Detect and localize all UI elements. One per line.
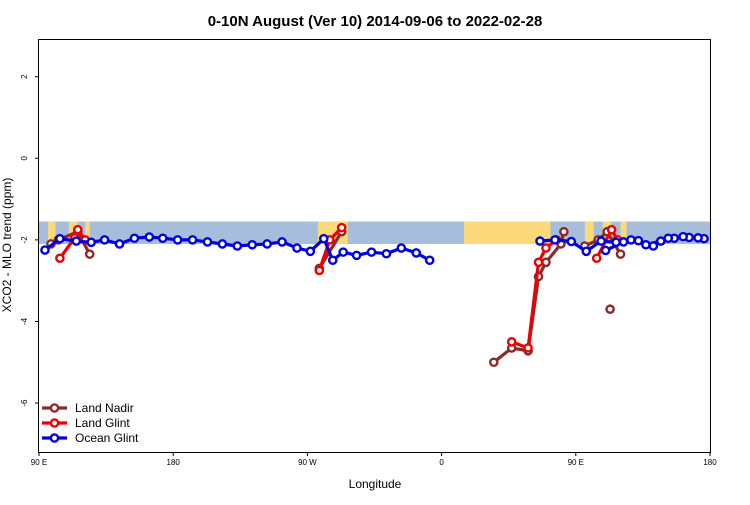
legend-label-land-glint: Land Glint xyxy=(75,416,130,430)
land-glint-point xyxy=(314,265,325,276)
x-tick-label: 90 E xyxy=(31,458,47,467)
land-nadir-point xyxy=(488,357,499,368)
series-layer xyxy=(40,222,709,368)
y-tick-label: 2 xyxy=(20,74,29,79)
x-tick-label: 0 xyxy=(439,458,444,467)
land-glint-point xyxy=(591,253,602,264)
ocean-glint-point xyxy=(648,241,659,251)
land-nadir-point xyxy=(559,226,569,237)
land-glint-point xyxy=(336,222,347,233)
map-land-sumatra-repeat xyxy=(584,221,594,244)
legend-label-land-nadir: Land Nadir xyxy=(75,401,134,415)
ocean-glint-point xyxy=(292,243,302,253)
legend-marker-land-glint xyxy=(49,418,60,428)
ocean-glint-point xyxy=(663,233,674,244)
series-land-nadir xyxy=(46,226,626,368)
map-land-africa xyxy=(463,221,551,244)
legend-label-ocean-glint: Ocean Glint xyxy=(75,431,139,445)
land-nadir-point xyxy=(541,257,551,268)
plot-frame xyxy=(38,39,711,453)
ocean-glint-point xyxy=(366,247,377,257)
land-glint-point xyxy=(533,257,544,268)
ocean-glint-point xyxy=(305,246,316,257)
ocean-glint-point xyxy=(40,245,50,255)
y-axis-label: XCO2 - MLO trend (ppm) xyxy=(0,178,14,313)
ocean-glint-point xyxy=(327,255,338,266)
land-glint-point xyxy=(541,243,551,253)
ocean-glint-point xyxy=(319,233,329,244)
map-land-sumatra xyxy=(47,221,56,244)
ocean-glint-point xyxy=(655,236,666,246)
ocean-glint-point xyxy=(262,239,272,249)
legend-marker-ocean-glint xyxy=(49,433,60,443)
ocean-glint-point xyxy=(129,233,140,244)
x-tick-label: 180 xyxy=(703,458,717,467)
ocean-glint-point xyxy=(187,235,198,245)
ocean-glint-point xyxy=(678,231,688,242)
ocean-glint-line xyxy=(44,235,431,262)
axis-layer: 90 E 180 90 W 0 90 E 180 -6 -4 -2 0 2 xyxy=(20,74,717,467)
ocean-glint-point xyxy=(338,247,348,257)
ocean-glint-point xyxy=(114,239,125,249)
ocean-glint-point xyxy=(144,232,155,242)
ocean-glint-point xyxy=(566,236,577,247)
ocean-glint-point xyxy=(411,248,422,258)
ocean-glint-point xyxy=(693,233,703,243)
legend-marker-land-nadir xyxy=(49,403,60,413)
land-glint-point xyxy=(523,343,533,353)
series-ocean-glint xyxy=(40,231,709,266)
x-tick-label: 180 xyxy=(167,458,181,467)
ocean-glint-point xyxy=(172,235,183,245)
ocean-glint-point xyxy=(596,236,606,246)
x-tick-label: 90 E xyxy=(568,458,584,467)
ocean-glint-point xyxy=(535,236,545,246)
ocean-glint-point xyxy=(99,235,110,245)
ocean-glint-point xyxy=(396,243,407,253)
y-tick-label: 0 xyxy=(20,156,29,161)
x-tick-label: 90 W xyxy=(298,458,317,467)
ocean-glint-point xyxy=(86,237,96,248)
land-nadir-point xyxy=(615,249,626,259)
ocean-glint-point xyxy=(611,237,621,248)
ocean-glint-point xyxy=(600,245,611,256)
ocean-glint-point xyxy=(581,246,592,257)
land-nadir-point xyxy=(84,249,95,259)
land-glint-point xyxy=(72,224,83,235)
ocean-glint-point xyxy=(618,237,629,247)
ocean-glint-point xyxy=(351,250,362,261)
ocean-glint-point xyxy=(633,235,644,246)
y-tick-label: -4 xyxy=(20,317,29,325)
x-axis-label: Longitude xyxy=(349,477,402,491)
ocean-glint-point xyxy=(626,235,636,245)
land-glint-point xyxy=(506,337,517,347)
ocean-glint-point xyxy=(217,239,228,249)
land-glint-point xyxy=(55,253,65,264)
ocean-glint-point xyxy=(71,236,82,246)
ocean-glint-point xyxy=(641,239,651,250)
ocean-glint-point xyxy=(232,241,243,251)
ocean-glint-point xyxy=(247,239,258,250)
land-glint-point xyxy=(606,224,617,235)
ocean-glint-point xyxy=(202,237,213,247)
ocean-glint-point xyxy=(157,233,168,244)
ocean-glint-point xyxy=(550,235,560,245)
ocean-glint-point xyxy=(277,237,287,247)
chart-title: 0-10N August (Ver 10) 2014-09-06 to 2022… xyxy=(208,13,543,30)
ocean-glint-point xyxy=(55,233,65,244)
land-nadir-point xyxy=(605,304,615,315)
y-tick-label: -6 xyxy=(20,399,29,407)
ocean-glint-point xyxy=(381,248,392,259)
y-tick-label: -2 xyxy=(20,236,29,244)
ocean-glint-point xyxy=(424,255,435,266)
